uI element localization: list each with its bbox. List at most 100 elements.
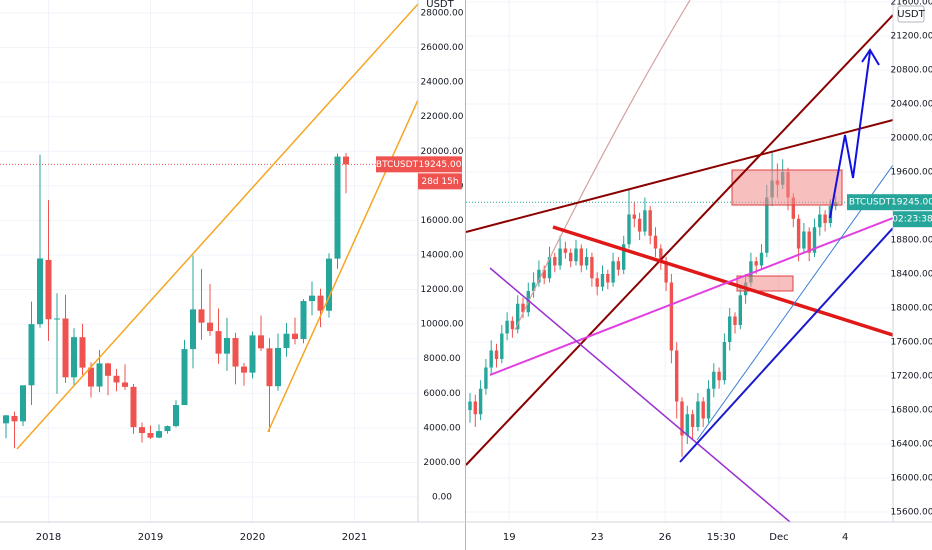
trend-line [696,164,893,441]
candle-body [622,244,626,270]
unit-label: USDT [897,9,925,20]
trend-line [267,99,418,433]
candle-body [489,350,493,368]
candle-body [722,341,727,381]
candle-body [669,282,674,351]
candle-body [637,218,642,232]
unit-box [897,5,925,23]
candle-body [516,303,520,330]
y-tick-label: 6000.00 [423,389,460,399]
candle-body [521,303,525,313]
candle-body [690,414,695,427]
countdown-tag [418,173,462,190]
trend-line [679,227,893,463]
candle-body [759,252,764,266]
candle-body [11,415,18,422]
left-drawings [16,3,418,450]
x-tick-label: Dec [769,532,788,543]
candle-body [96,363,103,387]
candle-body [71,337,77,378]
candle-body [266,348,273,387]
candle-body [343,156,349,165]
candle-body [500,333,504,359]
candle-body [563,248,568,253]
y-tick-label: 20800.00 [891,66,932,76]
candle-body [494,350,499,359]
candle-body [54,318,60,320]
candle-body [232,337,239,367]
trend-line [552,225,893,337]
candle-body [754,261,758,266]
candle-body [249,335,256,373]
y-tick-label: 2000.00 [423,458,460,468]
trend-line [16,3,418,450]
candle-body [147,433,154,438]
y-tick-label: 19600.00 [891,168,932,178]
candle-body [164,426,171,432]
symbol-label: BTCUSDT [376,160,419,170]
candle-body [547,257,552,279]
unit-label: USDT [426,0,454,10]
candle-body [207,322,213,332]
candle-body [292,333,298,340]
x-tick-label: 15:30 [707,532,736,543]
trend-line [489,217,893,376]
candle-body [574,248,578,262]
candle-body [706,388,711,419]
candle-body [122,382,128,387]
candle-body [130,386,137,428]
candle-body [812,227,817,253]
candle-body [648,210,652,236]
symbol-label: BTCUSDT [849,198,892,208]
candle-body [79,337,86,368]
candle-body [258,335,264,349]
candle-body [88,367,94,387]
y-tick-label: 20400.00 [891,100,932,110]
x-tick-label: 4 [842,532,848,543]
candle-body [20,385,26,422]
candle-body [590,257,594,279]
candle-body [113,375,120,383]
zone [731,169,843,206]
candle-body [796,218,801,249]
candle-body [37,258,43,325]
left-grid [0,0,418,522]
candle-body [701,401,705,419]
y-tick-label: 17200.00 [891,371,932,381]
candle-body [300,301,307,340]
price-label: 19245.00 [891,198,932,208]
candle-body [173,405,179,427]
candle-body [105,363,111,376]
candle-body [309,295,315,302]
y-tick-label: 21200.00 [891,32,932,42]
candle-body [181,349,188,406]
y-tick-label: 28000.00 [421,8,464,18]
y-tick-label: 21600.00 [891,0,932,8]
countdown-tag [893,211,932,228]
y-tick-label: 22000.00 [421,112,464,122]
candle-body [600,274,605,287]
y-tick-label: 14000.00 [421,251,464,261]
candle-body [696,401,700,427]
candle-body [680,401,684,436]
x-tick-label: 2019 [138,532,163,543]
candle-body [553,257,557,266]
y-tick-label: 16400.00 [891,439,932,449]
y-tick-label: 24000.00 [421,78,464,88]
y-tick-label: 12000.00 [421,285,464,295]
candle-body [62,318,69,378]
trend-line [489,267,791,522]
x-tick-label: 19 [503,532,516,543]
price-tag [418,156,462,173]
candle-body [531,282,536,292]
symbol-tag [376,156,418,173]
candle-body [190,309,196,350]
candle-body [791,197,795,219]
right-drawings [466,0,893,522]
candle-body [215,331,222,354]
x-tick-label: 2021 [342,532,367,543]
y-tick-label: 15600.00 [891,507,932,517]
candle-body [627,214,631,245]
y-tick-label: 20000.00 [421,147,464,157]
y-tick-label: 20000.00 [891,134,932,144]
